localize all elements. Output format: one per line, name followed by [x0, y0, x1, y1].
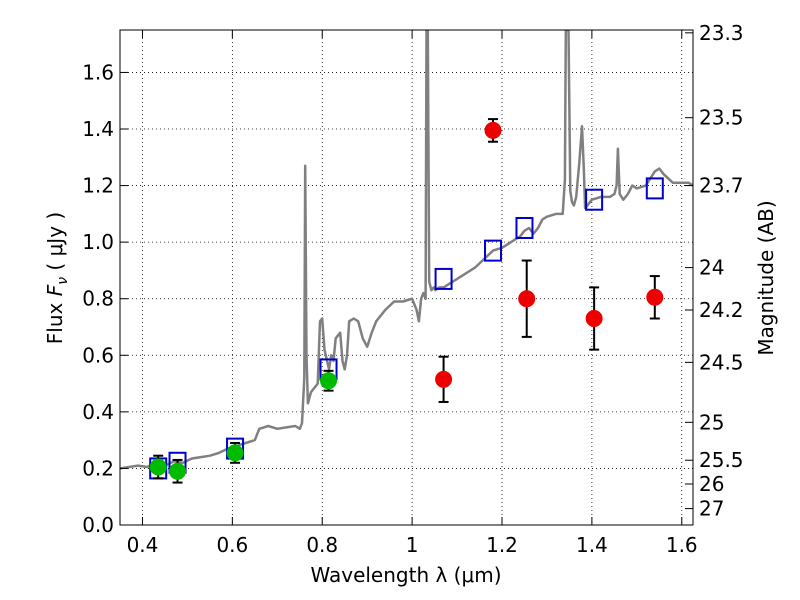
- y-tick-label: 1.6: [82, 60, 114, 84]
- y2-tick-label: 24.5: [699, 350, 744, 374]
- green-photometry-point: [320, 372, 338, 390]
- red-photometry-point: [484, 121, 502, 139]
- y2-tick-label: 23.3: [699, 21, 744, 45]
- plot-content: [120, 30, 693, 484]
- red-photometry-point: [646, 288, 664, 306]
- y2-tick-label: 23.5: [699, 106, 744, 130]
- x-axis-label: Wavelength λ (μm): [310, 563, 501, 587]
- red-photometry-point: [585, 310, 603, 328]
- y2-tick-label: 27: [699, 497, 724, 521]
- y-axis-label-subscript: ν: [55, 277, 71, 285]
- x-tick-label: 0.4: [127, 533, 159, 557]
- y-tick-label: 1.2: [82, 174, 114, 198]
- x-tick-label: 1.4: [576, 533, 608, 557]
- y2-axis-label: Magnitude (AB): [754, 200, 778, 355]
- y-axis-label-suffix: ( μJy ): [43, 212, 67, 277]
- y-tick-label: 0.0: [82, 513, 114, 537]
- green-photometry-point: [226, 444, 244, 462]
- y-tick-label: 0.6: [82, 343, 114, 367]
- x-tick-label: 1: [406, 533, 419, 557]
- model-photometry-square: [484, 239, 503, 262]
- y-tick-label: 1.0: [82, 230, 114, 254]
- axis-tick-labels: 0.4 0.6 0.8 1 1.2 1.4 1.6 0.0 0.2 0.4 0.6 0.8 1.0 1.2…: [82, 21, 743, 557]
- green-photometry-point: [149, 458, 167, 476]
- y2-tick-label: 25: [699, 410, 724, 434]
- model-photometry-square: [645, 177, 664, 200]
- y2-tick-label: 23.7: [699, 174, 744, 198]
- x-tick-label: 0.6: [216, 533, 248, 557]
- y2-tick-label: 25.5: [699, 448, 744, 472]
- model-photometry-square: [585, 188, 604, 211]
- axis-ticks: [120, 30, 693, 526]
- green-photometry-point: [169, 462, 187, 480]
- y-tick-label: 0.8: [82, 287, 114, 311]
- red-photometry-point: [435, 370, 453, 388]
- y-tick-label: 0.2: [82, 456, 114, 480]
- y-tick-label: 0.4: [82, 400, 114, 424]
- red-photometry-point: [518, 290, 536, 308]
- y-axis-label-prefix: Flux: [43, 296, 67, 344]
- plot-frame: [119, 29, 694, 526]
- model-photometry-square: [434, 267, 453, 290]
- y-axis-label-symbol: F: [43, 284, 67, 296]
- y2-tick-label: 24: [699, 256, 724, 280]
- y2-tick-label: 26: [699, 472, 724, 496]
- x-tick-label: 1.6: [666, 533, 698, 557]
- x-tick-label: 1.2: [486, 533, 518, 557]
- y-tick-label: 1.4: [82, 117, 114, 141]
- y2-tick-label: 24.2: [699, 298, 744, 322]
- x-tick-label: 0.8: [306, 533, 338, 557]
- model-photometry-square: [515, 217, 534, 239]
- y-axis-label: Flux Fν ( μJy ): [43, 212, 71, 344]
- spectrum-line: [120, 30, 693, 470]
